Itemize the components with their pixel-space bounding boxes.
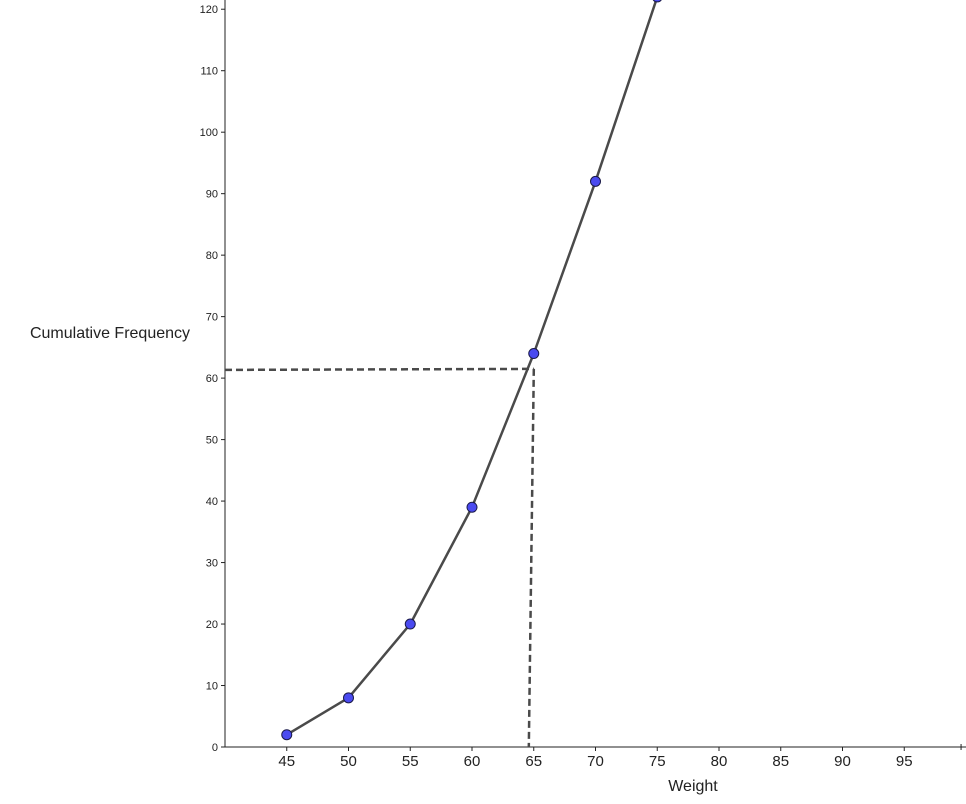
y-tick-label: 40 bbox=[206, 496, 218, 508]
y-tick-label: 70 bbox=[206, 312, 218, 324]
reference-line-vertical bbox=[527, 368, 536, 748]
y-tick-label: 80 bbox=[206, 250, 218, 262]
y-tick-label: 110 bbox=[200, 66, 218, 78]
series-lines bbox=[286, 0, 658, 736]
y-tick-label: 90 bbox=[206, 189, 218, 201]
y-tick-label: 50 bbox=[206, 435, 218, 447]
y-tick-label: 30 bbox=[206, 558, 218, 570]
series-points bbox=[281, 0, 662, 741]
data-point bbox=[652, 0, 662, 3]
y-tick-label: 10 bbox=[206, 681, 218, 693]
x-tick-label: 60 bbox=[464, 753, 481, 770]
y-tick-label: 20 bbox=[206, 619, 218, 631]
data-point bbox=[466, 501, 478, 513]
x-tick-label: 70 bbox=[587, 753, 604, 770]
y-axis-title: Cumulative Frequency bbox=[30, 325, 190, 342]
x-tick-label: 80 bbox=[711, 753, 728, 770]
y-tick-label: 60 bbox=[206, 373, 218, 385]
x-tick-label: 65 bbox=[525, 753, 542, 770]
x-tick-label: 75 bbox=[649, 753, 666, 770]
data-point bbox=[343, 692, 354, 704]
x-tick-label: 85 bbox=[772, 753, 789, 770]
data-point bbox=[404, 618, 416, 630]
reference-lines bbox=[224, 367, 536, 748]
x-axis-title: Weight bbox=[668, 778, 718, 795]
data-point bbox=[281, 729, 293, 741]
x-tick-label: 50 bbox=[340, 753, 357, 770]
data-point bbox=[590, 175, 601, 187]
series-line bbox=[286, 0, 658, 736]
x-tick-label: 95 bbox=[896, 753, 913, 770]
x-axis-ticks: 45 50 55 60 65 70 75 80 85 90 95 bbox=[278, 744, 962, 770]
reference-line-horizontal bbox=[224, 367, 534, 372]
y-axis-ticks: 0 10 20 30 40 50 60 70 80 90 100 110 120 bbox=[200, 4, 225, 754]
x-tick-label: 55 bbox=[402, 753, 419, 770]
y-tick-label: 120 bbox=[200, 4, 218, 16]
data-point bbox=[528, 348, 540, 360]
y-tick-label: 100 bbox=[200, 127, 218, 139]
x-tick-label: 45 bbox=[278, 753, 295, 770]
x-tick-label: 90 bbox=[834, 753, 851, 770]
y-tick-label: 0 bbox=[212, 742, 218, 754]
